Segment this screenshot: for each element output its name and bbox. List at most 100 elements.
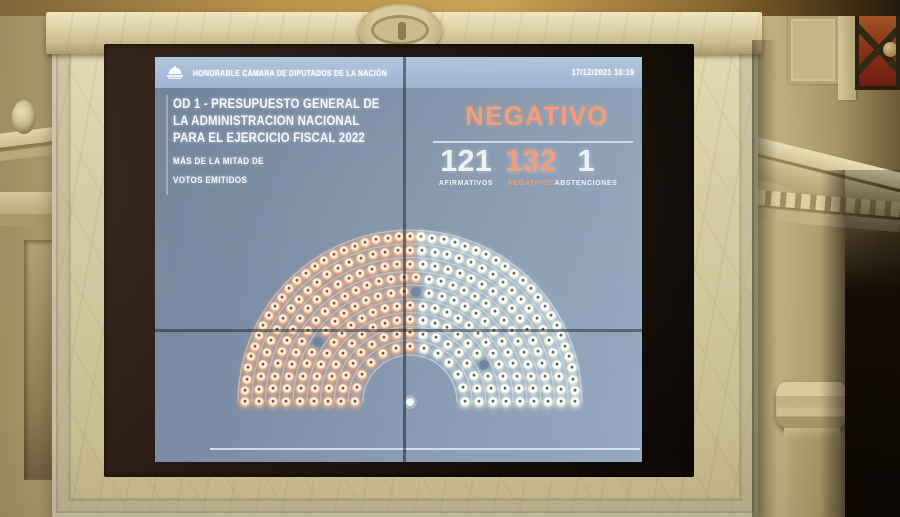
seat-affirmative — [497, 372, 508, 383]
seat-negative — [405, 342, 415, 352]
hemicycle-seats — [155, 57, 642, 462]
panel-seam-vertical — [403, 57, 406, 462]
seat-affirmative — [539, 301, 550, 312]
seat-affirmative — [452, 369, 463, 380]
seat-negative — [373, 291, 384, 302]
seat-affirmative — [507, 285, 518, 296]
seat-negative — [361, 295, 372, 306]
seat-negative — [405, 232, 415, 242]
seat-abstention — [416, 232, 427, 243]
seat-affirmative — [466, 273, 477, 284]
seat-affirmative — [509, 269, 520, 279]
seat-affirmative — [526, 372, 537, 383]
affirmative-label: AFIRMATIVOS — [438, 180, 494, 187]
seat-negative — [338, 348, 349, 359]
seat-negative — [267, 397, 278, 407]
seat-negative — [261, 347, 272, 358]
seat-affirmative — [423, 274, 434, 285]
seat-negative — [312, 295, 323, 306]
seat-negative — [356, 348, 367, 359]
seat-affirmative — [480, 316, 491, 327]
seat-negative — [295, 384, 306, 395]
seat-affirmative — [462, 358, 473, 369]
seat-affirmative — [528, 384, 539, 395]
seat-negative — [386, 274, 397, 285]
seat-affirmative — [431, 333, 442, 344]
abstention-count: 1 — [577, 143, 595, 178]
seat-negative — [286, 359, 297, 370]
seat-affirmative — [480, 250, 491, 261]
seat-negative — [269, 371, 280, 382]
seat-affirmative — [506, 304, 517, 315]
seat-affirmative — [429, 304, 440, 315]
seat-affirmative — [569, 385, 580, 396]
seat-affirmative — [460, 301, 470, 312]
seat-affirmative — [541, 384, 552, 395]
seat-negative — [253, 331, 264, 342]
right-dark-doorway — [845, 170, 900, 517]
seat-affirmative — [489, 326, 500, 337]
seat-negative — [341, 370, 352, 381]
seat-affirmative — [429, 247, 440, 258]
seat-affirmative — [514, 314, 525, 325]
seat-affirmative — [460, 397, 470, 407]
seat-negative — [316, 360, 327, 371]
seat-negative — [291, 348, 302, 359]
seat-negative — [367, 323, 378, 334]
seat-negative — [337, 383, 348, 394]
seat-negative — [292, 276, 303, 287]
seat-negative — [385, 288, 396, 299]
motion-text-block: OD 1 - PRESUPUESTO GENERAL DE LA ADMINIS… — [173, 95, 394, 186]
seat-affirmative — [528, 397, 539, 407]
seat-affirmative — [473, 328, 484, 339]
seat-negative — [351, 382, 362, 393]
seat-affirmative — [545, 311, 556, 322]
seat-affirmative — [486, 384, 497, 395]
negative-label: NEGATIVOS — [507, 180, 555, 187]
seat-negative — [405, 300, 415, 311]
seat-negative — [356, 330, 367, 341]
seat-negative — [326, 371, 337, 382]
seat-affirmative — [538, 325, 549, 335]
seat-negative — [258, 321, 269, 332]
seat-negative — [411, 273, 422, 284]
left-scroll-ornament — [12, 100, 36, 134]
seat-affirmative — [454, 253, 465, 264]
seat-affirmative — [454, 268, 465, 279]
screen-left-highlight — [166, 95, 168, 195]
seat-negative — [321, 348, 332, 359]
seat-negative — [392, 301, 403, 312]
seat-affirmative — [554, 372, 565, 383]
seat-negative — [339, 291, 350, 302]
seat-negative — [254, 384, 265, 395]
affirmative-count: 121 — [440, 143, 492, 178]
hemicycle-arcs — [237, 229, 583, 409]
seat-negative — [328, 338, 339, 349]
seat-affirmative — [521, 324, 532, 335]
seat-negative — [366, 358, 377, 369]
seat-affirmative — [417, 246, 428, 257]
seat-affirmative — [497, 277, 508, 288]
seat-affirmative — [438, 235, 449, 246]
quorum-rule-line: MÁS DE LA MITAD DE — [173, 156, 264, 167]
seat-affirmative — [463, 338, 474, 349]
seat-negative — [302, 285, 313, 296]
seat-negative — [349, 241, 360, 252]
seat-negative — [295, 397, 305, 407]
negative-count: 132 — [505, 143, 557, 178]
seat-affirmative — [418, 329, 429, 340]
seat-affirmative — [543, 336, 554, 347]
seat-affirmative — [459, 285, 470, 296]
seat-negative — [277, 292, 287, 303]
seat-negative — [306, 347, 317, 358]
seat-negative — [355, 253, 366, 264]
seat-affirmative — [500, 262, 511, 273]
seat-affirmative — [460, 241, 471, 252]
seat-negative — [392, 246, 403, 257]
seat-negative — [284, 284, 295, 295]
seat-affirmative — [465, 258, 476, 269]
seat-affirmative — [542, 397, 553, 407]
seat-negative — [350, 301, 360, 312]
seat-negative — [295, 314, 306, 325]
